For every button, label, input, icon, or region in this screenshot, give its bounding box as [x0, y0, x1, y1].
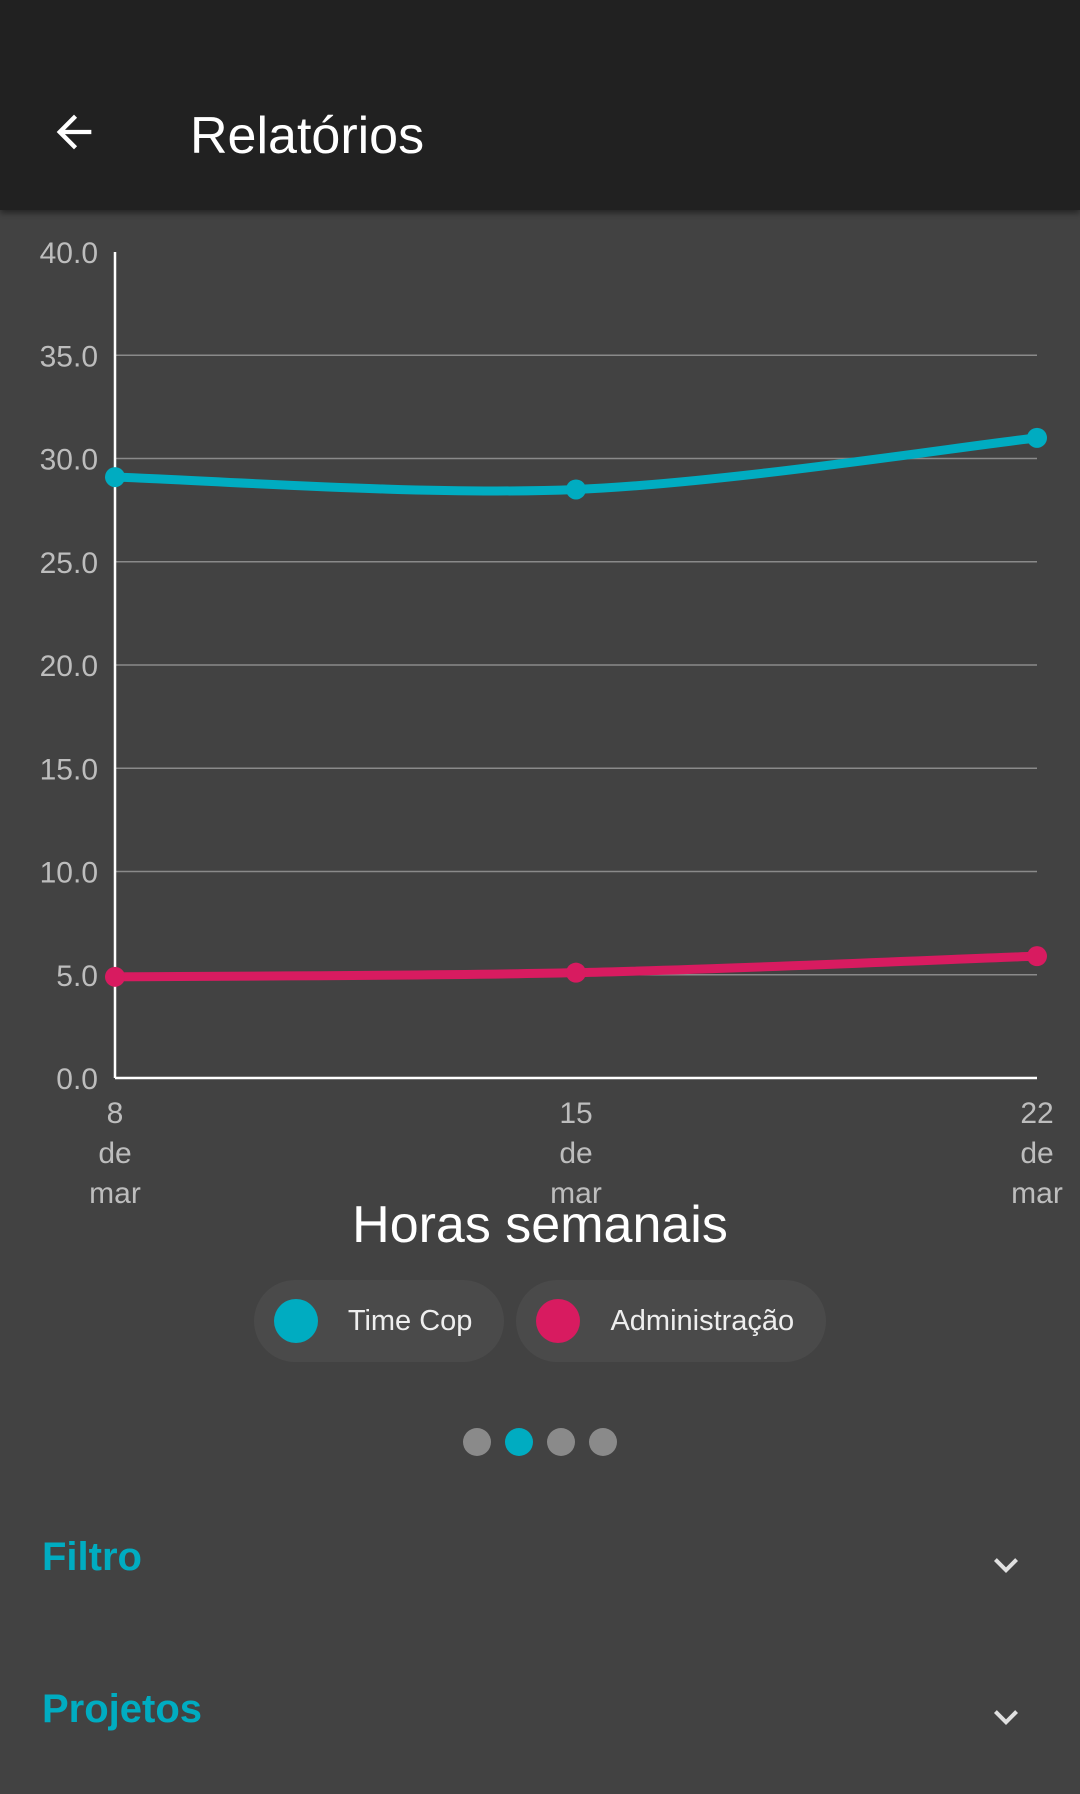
- data-point: [105, 966, 125, 987]
- page-title: Relatórios: [190, 107, 425, 165]
- back-button[interactable]: [38, 96, 110, 168]
- legend-label-time-cop: Time Cop: [347, 1304, 473, 1337]
- x-tick-label: 22 de mar: [1011, 1097, 1063, 1210]
- chart-legend: Time Cop Administração: [0, 1280, 1080, 1362]
- x-tick-label: 8 de mar: [89, 1097, 141, 1210]
- chevron-down-icon[interactable]: [982, 1541, 1030, 1589]
- pager-dot-3[interactable]: [547, 1428, 575, 1456]
- legend-item-time-cop[interactable]: Time Cop: [253, 1280, 505, 1362]
- y-tick-label: 10.0: [40, 857, 98, 890]
- y-tick-label: 20.0: [40, 650, 98, 683]
- arrow-back-icon: [56, 114, 92, 150]
- filter-section-title: Filtro: [42, 1535, 142, 1579]
- y-tick-label: 15.0: [40, 753, 98, 786]
- legend-swatch-time-cop: [273, 1299, 318, 1343]
- data-point: [1027, 946, 1047, 967]
- legend-item-administracao[interactable]: Administração: [516, 1280, 827, 1362]
- y-tick-label: 0.0: [56, 1063, 98, 1096]
- y-tick-label: 25.0: [40, 547, 98, 580]
- data-point: [566, 962, 586, 983]
- data-point: [105, 467, 125, 488]
- legend-label-administracao: Administração: [610, 1304, 795, 1337]
- pager-dot-1[interactable]: [463, 1428, 491, 1456]
- pager-dot-2[interactable]: [505, 1428, 533, 1456]
- app-bar: Relatórios: [0, 0, 1080, 210]
- y-tick-label: 40.0: [40, 237, 98, 270]
- chevron-down-icon[interactable]: [982, 1693, 1030, 1741]
- filter-section[interactable]: Filtro: [0, 1505, 1080, 1625]
- y-tick-label: 35.0: [40, 340, 98, 373]
- weekly-hours-chart: 0.0 5.0 10.0 15.0 20.0 25.0 30.0 35.0 40.0 8 de mar…: [0, 210, 1080, 1240]
- chart-canvas: 0.0 5.0 10.0 15.0 20.0 25.0 30.0 35.0 40.0 8 de mar…: [40, 237, 1063, 1210]
- x-tick-label: 15 de mar: [550, 1097, 602, 1210]
- y-tick-label: 5.0: [56, 960, 98, 993]
- projects-section-title: Projetos: [42, 1687, 203, 1731]
- projects-section[interactable]: Projetos: [0, 1657, 1080, 1777]
- pager-dot-4[interactable]: [589, 1428, 617, 1456]
- chart-pager: [0, 1428, 1080, 1456]
- y-tick-label: 30.0: [40, 444, 98, 477]
- data-point: [566, 479, 586, 500]
- chart-title: Horas semanais: [352, 1196, 728, 1254]
- legend-swatch-administracao: [536, 1299, 581, 1343]
- data-point: [1027, 427, 1047, 448]
